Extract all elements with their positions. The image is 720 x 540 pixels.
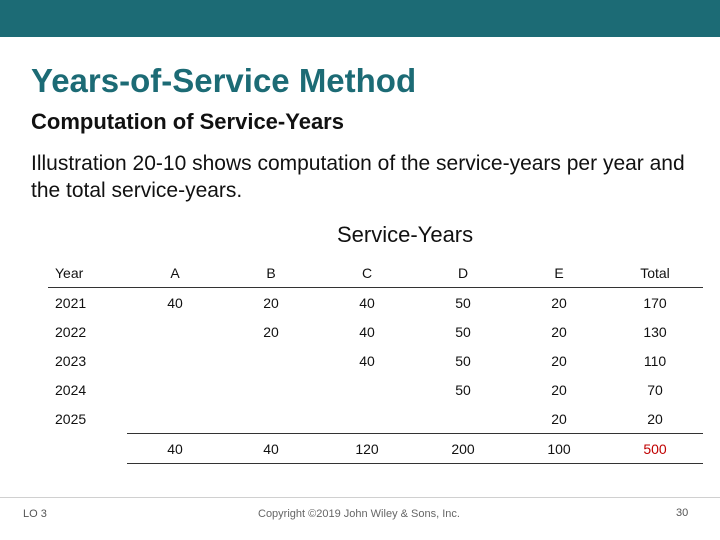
table-row: 2025 20 20 <box>48 404 703 434</box>
table-cell <box>127 317 223 346</box>
table-cell: 2022 <box>55 323 87 340</box>
copyright-notice: Copyright ©2019 John Wiley & Sons, Inc. <box>258 508 460 520</box>
table-cell: 110 <box>643 352 667 369</box>
table-cell: 130 <box>643 323 667 340</box>
table-cell <box>223 375 319 404</box>
table-cell: 40 <box>359 352 375 369</box>
table-cell: 50 <box>455 323 471 340</box>
table-cell: 20 <box>263 323 279 340</box>
table-caption: Service-Years <box>337 222 474 247</box>
table-cell: 70 <box>647 381 663 398</box>
table-cell <box>223 346 319 375</box>
column-header-year: Year <box>48 258 127 288</box>
table-cell: 20 <box>551 294 567 311</box>
service-years-table: Year A B C D E Total 2021 40 20 40 50 20… <box>48 258 703 464</box>
table-cell: 20 <box>551 381 567 398</box>
total-c: 120 <box>319 433 415 464</box>
grand-total: 500 <box>607 433 703 464</box>
table-row: 2024 50 20 70 <box>48 375 703 404</box>
column-header-total: Total <box>607 258 703 288</box>
table-cell <box>127 375 223 404</box>
total-d: 200 <box>415 433 511 464</box>
table-cell: 20 <box>551 323 567 340</box>
table-cell: 50 <box>455 294 471 311</box>
table-cell: 20 <box>551 410 567 427</box>
table-cell: 50 <box>455 381 471 398</box>
column-header-d: D <box>415 258 511 288</box>
total-e: 100 <box>511 433 607 464</box>
page-number: 30 <box>676 507 689 519</box>
table-row: 2023 40 50 20 110 <box>48 346 703 375</box>
slide-subtitle: Computation of Service-Years <box>31 109 344 134</box>
table-cell: 20 <box>647 410 663 427</box>
top-banner <box>0 0 720 37</box>
table-header-row: Year A B C D E Total <box>48 258 703 288</box>
table-cell <box>48 434 127 464</box>
table-cell: 2024 <box>55 381 87 398</box>
column-header-c: C <box>319 258 415 288</box>
column-header-a: A <box>127 258 223 288</box>
table-cell <box>319 404 415 434</box>
column-header-b: B <box>223 258 319 288</box>
table-cell: 50 <box>455 352 471 369</box>
table-cell <box>127 404 223 434</box>
table-cell: 40 <box>359 294 375 311</box>
table-cell <box>223 404 319 434</box>
learning-objective-label: LO 3 <box>23 508 47 520</box>
table-cell <box>127 346 223 375</box>
totals-row: 40 40 120 200 100 500 <box>48 433 703 464</box>
table-cell <box>415 404 511 434</box>
table-row: 2022 20 40 50 20 130 <box>48 317 703 346</box>
slide-title: Years-of-Service Method <box>31 62 417 99</box>
table-cell <box>319 375 415 404</box>
total-b: 40 <box>223 433 319 464</box>
table-cell: 2023 <box>55 352 87 369</box>
table-cell: 20 <box>263 294 279 311</box>
total-a: 40 <box>127 433 223 464</box>
table-cell: 2021 <box>55 294 87 311</box>
table-cell: 40 <box>167 294 183 311</box>
table-cell: 2025 <box>55 410 87 427</box>
table-row: 2021 40 20 40 50 20 170 <box>48 288 703 318</box>
footer-divider <box>0 497 720 498</box>
table-cell: 20 <box>551 352 567 369</box>
column-header-e: E <box>511 258 607 288</box>
table-cell: 170 <box>643 294 667 311</box>
table-cell: 40 <box>359 323 375 340</box>
body-paragraph: Illustration 20-10 shows computation of … <box>31 152 685 202</box>
